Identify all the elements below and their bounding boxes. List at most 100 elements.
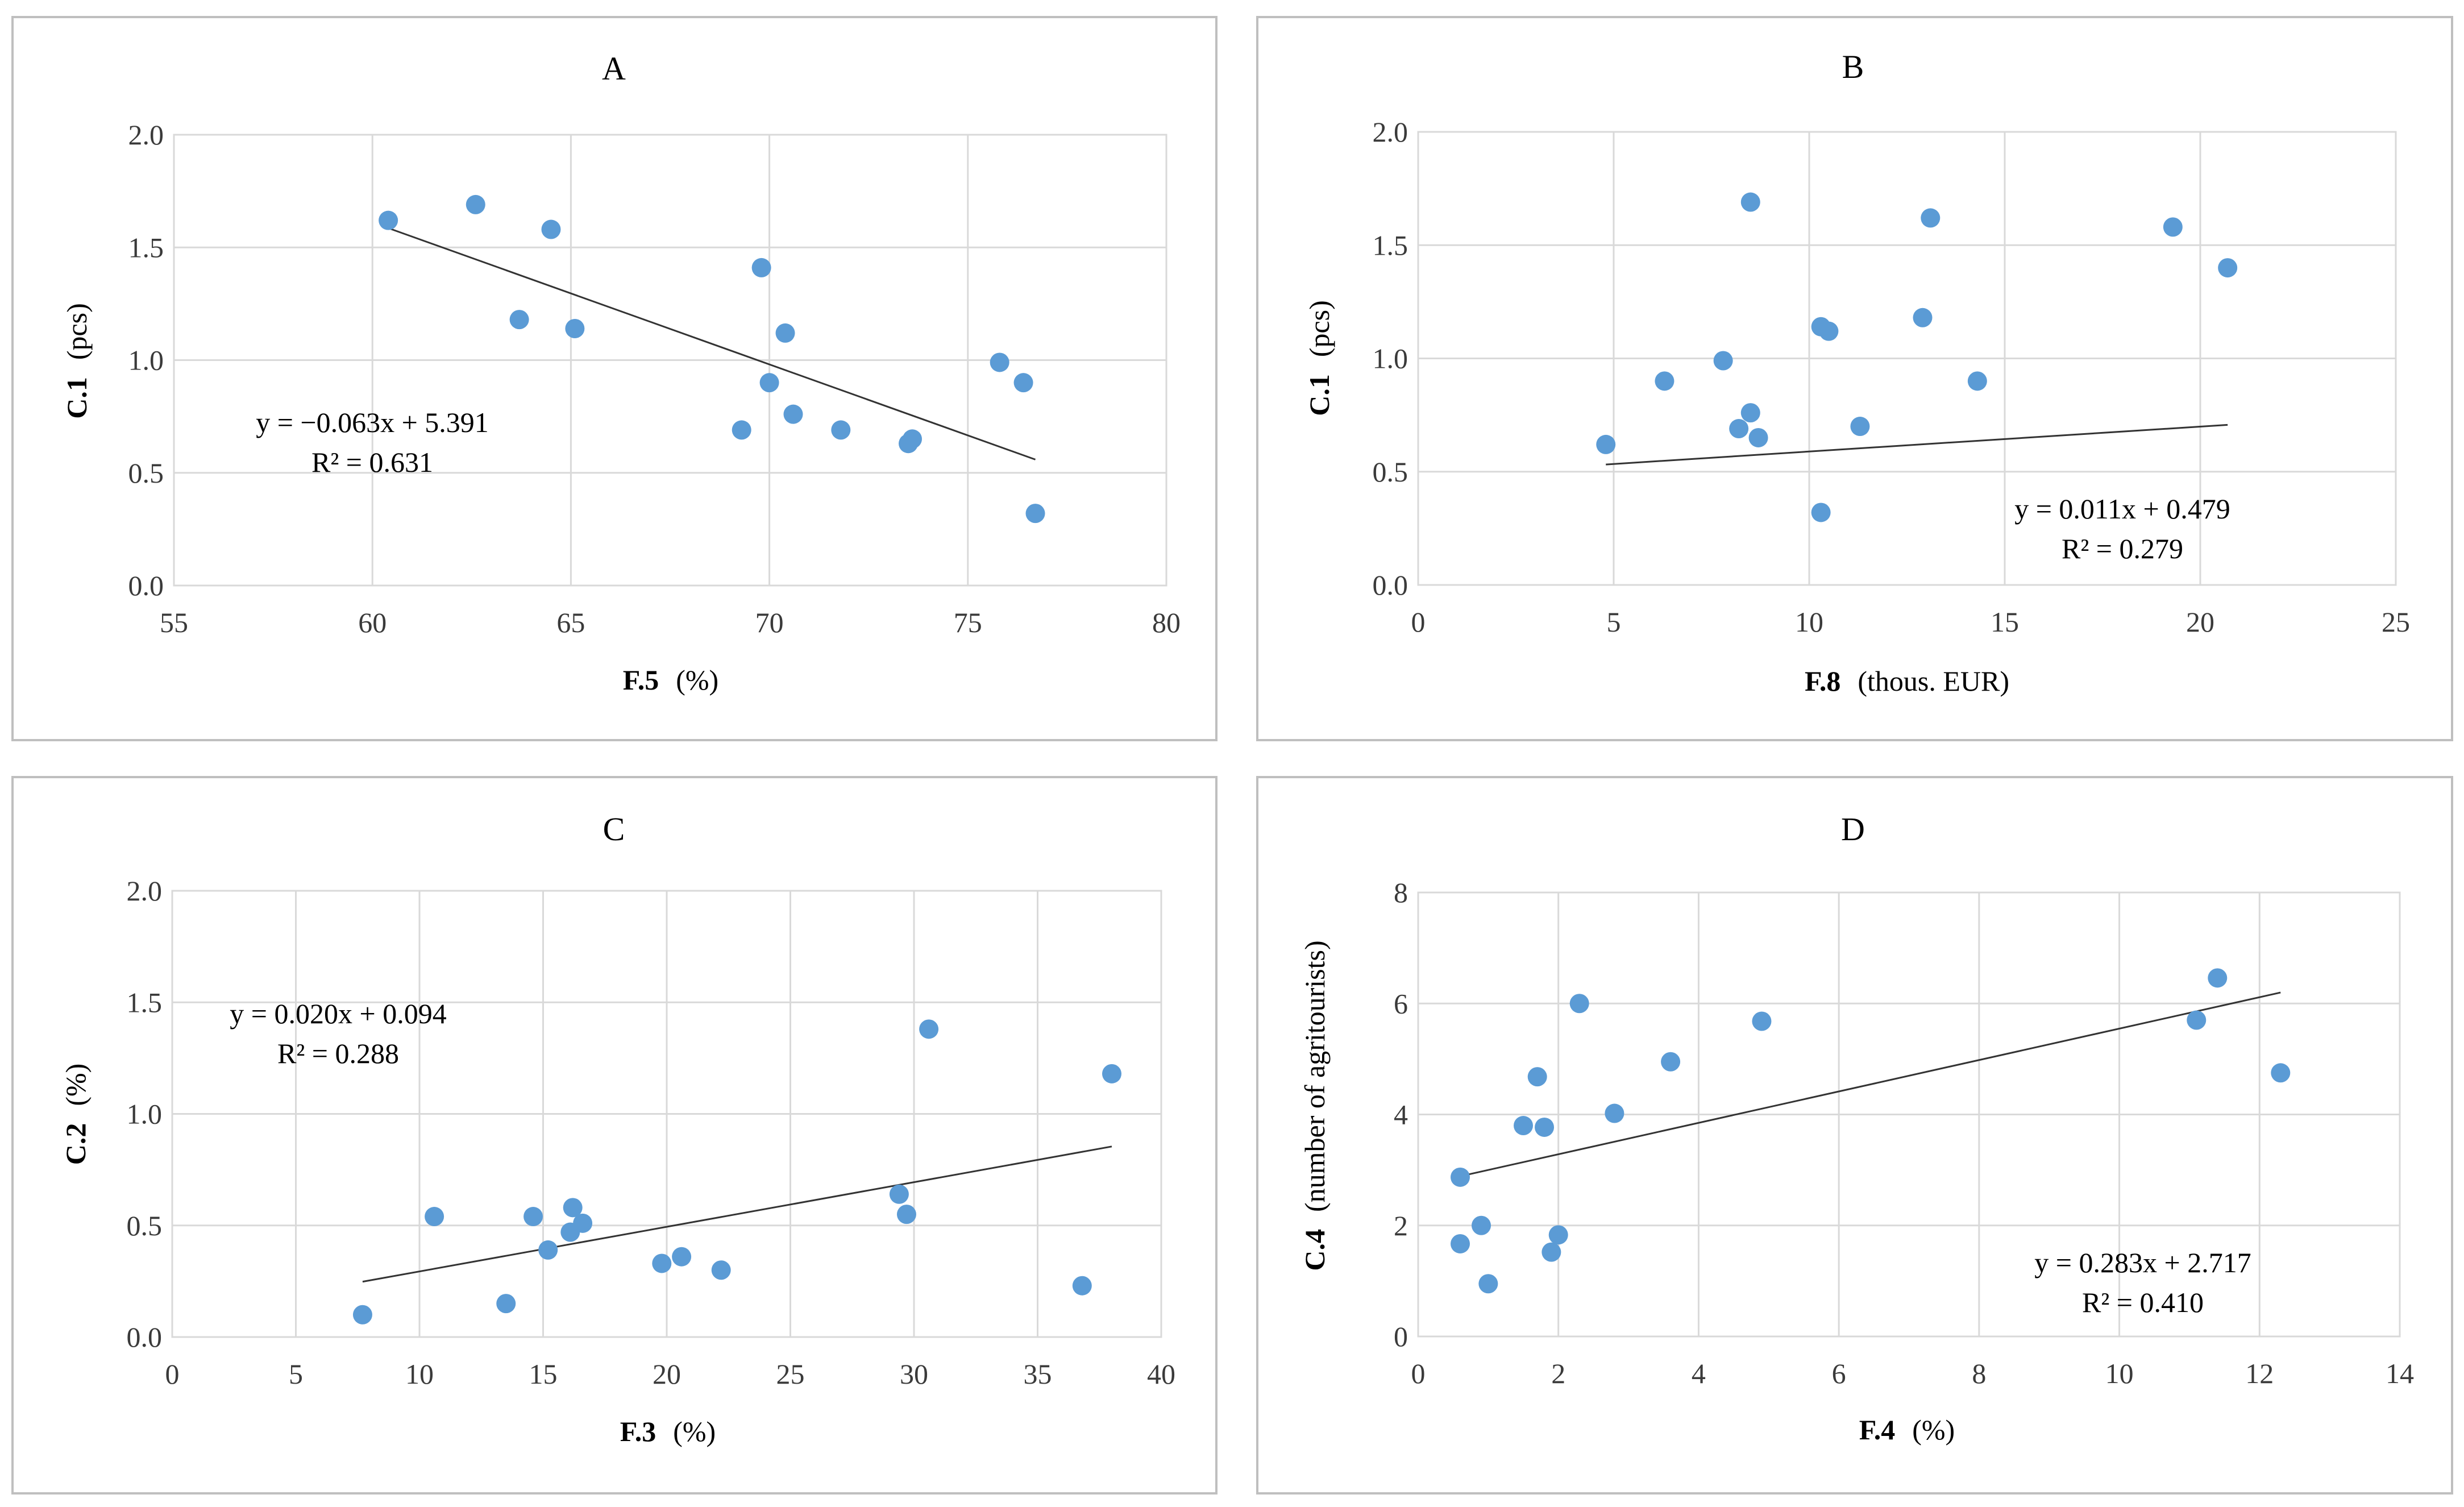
- panel-c-x-tick-label: 5: [289, 1358, 303, 1390]
- panel-c-y-tick-label: 2.0: [127, 875, 163, 907]
- panel-d-y-tick-label: 8: [1394, 877, 1408, 908]
- panel-a-y-tick-label: 2.0: [128, 119, 164, 151]
- panel-a-data-point: [379, 210, 398, 230]
- panel-c-data-point: [711, 1260, 731, 1280]
- panel-d-x-tick-label: 10: [2105, 1357, 2134, 1389]
- panel-d-data-point: [1472, 1215, 1491, 1235]
- panel-d-data-point: [1478, 1274, 1498, 1294]
- panel-c-y-tick-label: 0.5: [127, 1210, 163, 1242]
- panel-d-y-unit: (number of agritourists): [1299, 940, 1331, 1212]
- panel-b-x-tick-label: 20: [2186, 606, 2214, 638]
- panel-b-data-point: [1729, 419, 1749, 439]
- panel-b-y-ticks: 0.0 0.5 1.0 1.5 2.0: [1373, 116, 1408, 601]
- panel-c-x-tick-label: 20: [653, 1358, 681, 1390]
- panel-b-y-tick-label: 0.0: [1373, 569, 1408, 601]
- panel-d-data-point: [1451, 1234, 1470, 1253]
- panel-a-x-tick-label: 55: [160, 607, 188, 638]
- panel-a-data-point: [775, 323, 795, 343]
- panel-c-y-ticks: 0.0 0.5 1.0 1.5 2.0: [127, 875, 163, 1353]
- panel-c-x-tick-label: 40: [1147, 1358, 1175, 1390]
- panel-b-trendline: [1606, 424, 2228, 466]
- panel-c-data-point: [1102, 1064, 1121, 1083]
- panel-c-points: [352, 1019, 1121, 1325]
- panel-a-x-unit: (%): [676, 664, 718, 696]
- panel-b-data-point: [2163, 217, 2183, 237]
- panel-c-y-tick-label: 0.0: [127, 1321, 163, 1353]
- panel-b-data-point: [1596, 434, 1616, 454]
- panel-d-data-point: [1451, 1167, 1470, 1187]
- panel-c-x-tick-label: 10: [405, 1358, 434, 1390]
- panel-c-data-point: [919, 1019, 939, 1039]
- panel-b-r-squared: R² = 0.279: [2062, 533, 2183, 564]
- panel-b-data-point: [1819, 321, 1839, 341]
- panel-d-data-point: [1535, 1117, 1555, 1137]
- panel-c-data-point: [889, 1184, 909, 1204]
- panel-c-equation: y = 0.020x + 0.094: [230, 998, 446, 1029]
- panel-b-gridlines: [1417, 131, 2397, 586]
- panel-b-y-tick-label: 1.5: [1373, 229, 1408, 261]
- panel-b-y-tick-label: 0.5: [1373, 456, 1408, 488]
- panel-b-x-axis-label: F.8 (thous. EUR): [1805, 665, 2009, 697]
- panel-b-x-tick-label: 25: [2382, 606, 2410, 638]
- panel-d-data-point: [1605, 1103, 1624, 1123]
- panel-a-data-point: [783, 404, 803, 424]
- panel-c-data-point: [672, 1247, 692, 1267]
- panel-a-data-point: [732, 420, 751, 440]
- panel-d-data-point: [1541, 1242, 1561, 1262]
- panel-d-x-ticks: 0 2 4 6 8 10 12 14: [1411, 1357, 2415, 1389]
- panel-a-data-point: [466, 194, 485, 214]
- panel-b-x-tick-label: 5: [1607, 606, 1621, 638]
- panel-a-x-tick-label: 80: [1152, 607, 1181, 638]
- panel-a-data-point: [751, 258, 771, 277]
- panel-d-trendline: [1460, 991, 2281, 1177]
- panel-d-x-tick-label: 2: [1551, 1357, 1565, 1389]
- panel-d-data-point: [2208, 968, 2228, 988]
- panel-a-equation: y = −0.063x + 5.391: [256, 406, 489, 438]
- panel-d-y-tick-label: 2: [1394, 1210, 1408, 1242]
- panel-d-data-point: [1569, 994, 1589, 1014]
- panel-b-x-ticks: 0 5 10 15 20 25: [1411, 606, 2411, 638]
- panel-b-data-point: [1655, 371, 1674, 391]
- panel-a-y-axis-label: C.1 (pcs): [61, 303, 93, 419]
- panel-d-y-ticks: 0 2 4 6 8: [1394, 877, 1408, 1352]
- panel-a-title: A: [602, 50, 626, 87]
- panel-d-points: [1451, 968, 2291, 1294]
- panel-c-y-unit: (%): [60, 1064, 92, 1106]
- panel-a-trendline: [388, 227, 1036, 460]
- panel-b-data-point: [2218, 258, 2238, 278]
- panel-c-x-tick-label: 15: [529, 1358, 558, 1390]
- panel-c-x-ticks: 0 5 10 15 20 25 30 35 40: [165, 1358, 1176, 1390]
- panel-b-y-unit: (pcs): [1303, 300, 1335, 357]
- panel-a-x-tick-label: 65: [556, 607, 585, 638]
- panel-b-y-tick-label: 2.0: [1373, 116, 1408, 148]
- panel-c-y-axis-label: C.2 (%): [60, 1064, 92, 1165]
- panel-c-data-point: [352, 1305, 372, 1325]
- panel-b-title: B: [1842, 48, 1864, 85]
- panel-c-data-point: [652, 1253, 672, 1273]
- panel-d-data-point: [1548, 1225, 1568, 1245]
- panel-a-y-tick-label: 1.0: [128, 344, 164, 376]
- panel-d-y-tick-label: 6: [1394, 987, 1408, 1019]
- panel-d-x-tick-label: 8: [1972, 1357, 1986, 1389]
- panel-c-x-tick-label: 35: [1024, 1358, 1052, 1390]
- panel-d-y-tick-label: 0: [1394, 1321, 1408, 1352]
- panel-b-data-point: [1748, 427, 1768, 447]
- panel-c-x-tick-label: 25: [776, 1358, 805, 1390]
- panel-a-points: [379, 194, 1045, 524]
- panel-c-data-point: [573, 1213, 593, 1233]
- panel-a-y-unit: (pcs): [61, 303, 93, 360]
- panel-b: B 0.0 0.5 1.0 1.5 2.0 0 5 10 15 20 25 F.8 (thous. …: [1256, 16, 2453, 741]
- panel-b-x-tick-label: 10: [1795, 606, 1823, 638]
- panel-c-r-squared: R² = 0.288: [277, 1037, 399, 1069]
- panel-d-x-tick-label: 4: [1692, 1357, 1706, 1389]
- panel-d-gridlines: [1417, 891, 2401, 1338]
- panel-c-data-point: [896, 1205, 916, 1224]
- panel-c-x-tick-label: 30: [900, 1358, 928, 1390]
- panel-c-data-point: [563, 1198, 583, 1218]
- panel-c-x-axis-label: F.3 (%): [620, 1415, 716, 1447]
- panel-a-data-point: [759, 373, 779, 393]
- panel-b-data-point: [1921, 208, 1941, 228]
- panel-c-y-tick-label: 1.0: [127, 1098, 163, 1130]
- panel-a-x-tick-label: 75: [954, 607, 982, 638]
- panel-b-x-tick-label: 0: [1411, 606, 1426, 638]
